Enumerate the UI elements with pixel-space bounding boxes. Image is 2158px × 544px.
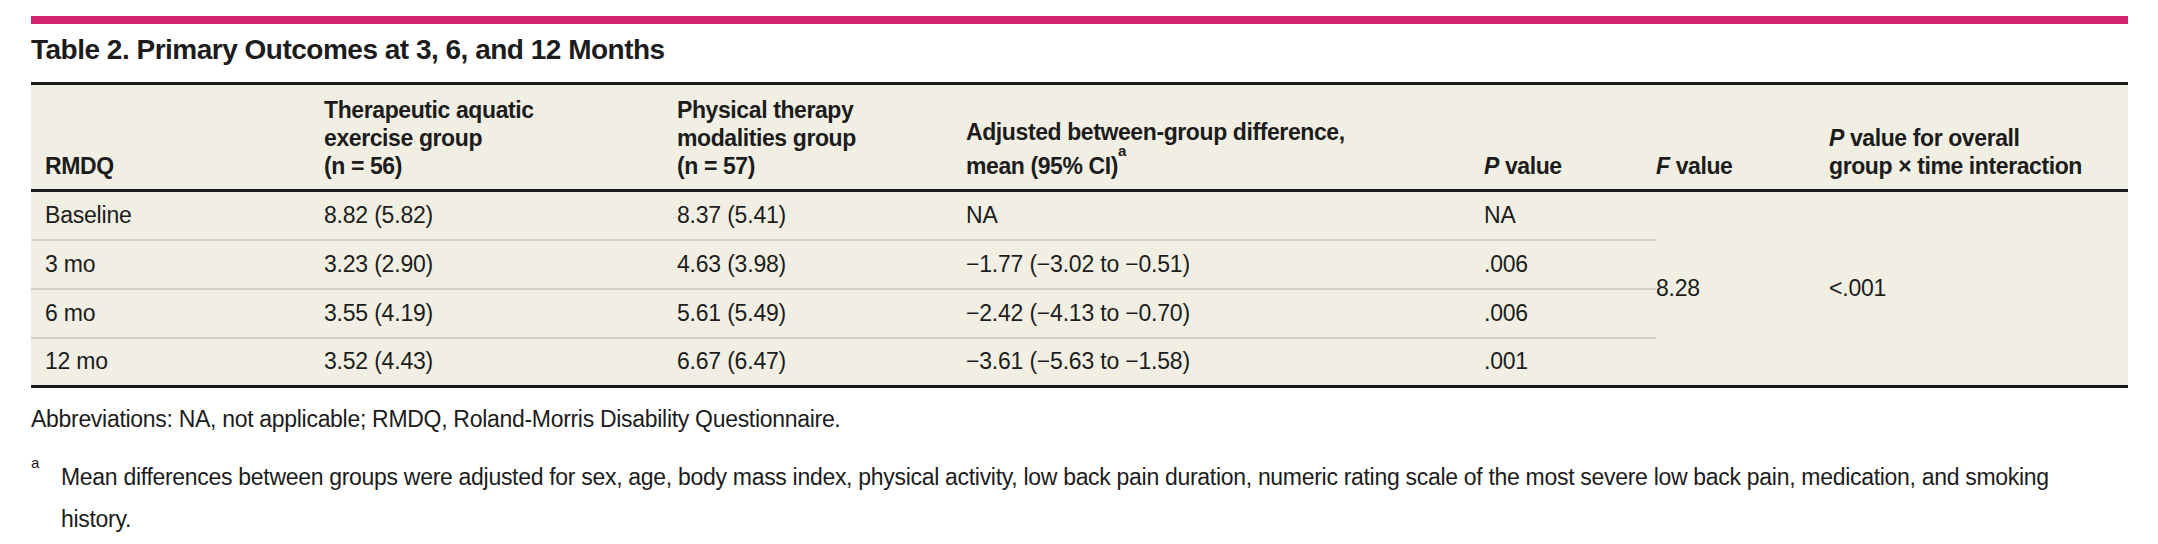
col-header-difference: Adjusted between-group difference, mean …: [966, 84, 1484, 191]
footnote-a-text: Mean differences between groups were adj…: [61, 464, 2049, 532]
difference-value: −3.61 (−5.63 to −1.58): [966, 338, 1484, 387]
header-row: RMDQ Therapeutic aquatic exercise group …: [31, 84, 2128, 191]
footnote-a-reference: a: [1118, 142, 1126, 159]
p-value: .001: [1484, 338, 1656, 387]
col-header-p-value: P value: [1484, 84, 1656, 191]
col-header-rmdq: RMDQ: [31, 84, 324, 191]
difference-value: NA: [966, 191, 1484, 240]
col-header-f-value-label: value: [1670, 153, 1733, 179]
p-italic: P: [1829, 125, 1844, 151]
footnotes: Abbreviations: NA, not applicable; RMDQ,…: [31, 404, 2071, 540]
table-figure-page: Table 2. Primary Outcomes at 3, 6, and 1…: [0, 0, 2158, 544]
primary-outcomes-table: RMDQ Therapeutic aquatic exercise group …: [31, 82, 2128, 388]
f-value-cell: 8.28: [1656, 191, 1829, 387]
p-value: NA: [1484, 191, 1656, 240]
accent-rule: [31, 16, 2128, 24]
col-header-aquatic-group: Therapeutic aquatic exercise group (n = …: [324, 84, 677, 191]
footnote-a: aMean differences between groups were ad…: [31, 450, 2071, 540]
aquatic-value: 3.55 (4.19): [324, 289, 677, 338]
row-label: 3 mo: [31, 240, 324, 289]
col-header-aquatic-label: Therapeutic aquatic exercise group (n = …: [324, 97, 534, 179]
difference-value: −1.77 (−3.02 to −0.51): [966, 240, 1484, 289]
f-italic: F: [1656, 153, 1670, 179]
row-label: Baseline: [31, 191, 324, 240]
p-value: .006: [1484, 289, 1656, 338]
table-title: Table 2. Primary Outcomes at 3, 6, and 1…: [31, 34, 665, 66]
p-value: .006: [1484, 240, 1656, 289]
modalities-value: 6.67 (6.47): [677, 338, 966, 387]
col-header-p-value-label: value: [1499, 153, 1562, 179]
col-header-modalities-label: Physical therapy modalities group (n = 5…: [677, 97, 856, 179]
abbreviations-note: Abbreviations: NA, not applicable; RMDQ,…: [31, 404, 2071, 434]
col-header-modalities-group: Physical therapy modalities group (n = 5…: [677, 84, 966, 191]
modalities-value: 4.63 (3.98): [677, 240, 966, 289]
modalities-value: 8.37 (5.41): [677, 191, 966, 240]
row-label: 12 mo: [31, 338, 324, 387]
row-label: 6 mo: [31, 289, 324, 338]
aquatic-value: 3.52 (4.43): [324, 338, 677, 387]
col-header-overall-p-label: value for overall group × time interacti…: [1829, 125, 2082, 179]
p-italic: P: [1484, 153, 1499, 179]
col-header-overall-p: P value for overall group × time interac…: [1829, 84, 2128, 191]
overall-p-value-cell: <.001: [1829, 191, 2128, 387]
aquatic-value: 3.23 (2.90): [324, 240, 677, 289]
col-header-difference-label: Adjusted between-group difference, mean …: [966, 119, 1345, 179]
difference-value: −2.42 (−4.13 to −0.70): [966, 289, 1484, 338]
col-header-f-value: F value: [1656, 84, 1829, 191]
aquatic-value: 8.82 (5.82): [324, 191, 677, 240]
footnote-a-marker: a: [31, 442, 61, 484]
table-row-baseline: Baseline 8.82 (5.82) 8.37 (5.41) NA NA 8…: [31, 191, 2128, 240]
modalities-value: 5.61 (5.49): [677, 289, 966, 338]
